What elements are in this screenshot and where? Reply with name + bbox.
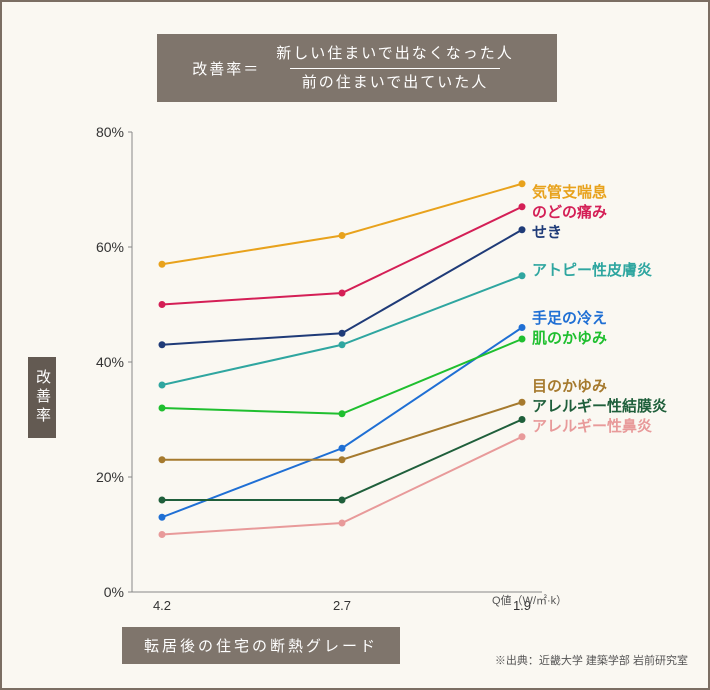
series-marker — [159, 382, 166, 389]
y-tick-label: 80% — [96, 124, 124, 140]
y-axis-label: 改善率 — [28, 357, 56, 438]
y-tick-label: 40% — [96, 354, 124, 370]
series-marker — [159, 261, 166, 268]
series-marker — [519, 399, 526, 406]
series-marker — [159, 405, 166, 412]
series-marker — [339, 341, 346, 348]
series-line — [162, 328, 522, 518]
chart-source: ※出典：近畿大学 建築学部 岩前研究室 — [495, 652, 688, 668]
legend-item: アレルギー性結膜炎 — [532, 396, 667, 417]
y-tick-label: 0% — [104, 584, 124, 600]
series-marker — [519, 226, 526, 233]
series-marker — [159, 497, 166, 504]
legend-item: せき — [532, 222, 562, 243]
series-marker — [519, 336, 526, 343]
series-marker — [519, 416, 526, 423]
legend-item: 手足の冷え — [532, 308, 607, 329]
formula-numerator: 新しい住まいで出なくなった人 — [268, 40, 522, 68]
y-tick-label: 60% — [96, 239, 124, 255]
series-line — [162, 184, 522, 265]
legend-item: アレルギー性鼻炎 — [532, 416, 652, 437]
line-chart: 0%20%40%60%80%4.22.71.9 — [82, 112, 542, 612]
series-marker — [339, 445, 346, 452]
series-marker — [339, 410, 346, 417]
series-marker — [339, 232, 346, 239]
legend-item: 肌のかゆみ — [532, 328, 607, 349]
series-marker — [519, 203, 526, 210]
series-marker — [519, 433, 526, 440]
formula-fraction: 新しい住まいで出なくなった人 前の住まいで出ていた人 — [268, 40, 522, 97]
series-marker — [159, 514, 166, 521]
legend-item: のどの痛み — [532, 202, 607, 223]
series-line — [162, 230, 522, 345]
series-marker — [159, 301, 166, 308]
series-marker — [339, 456, 346, 463]
q-unit-label: Q値（W/㎡·k） — [492, 592, 567, 608]
series-marker — [519, 180, 526, 187]
series-marker — [339, 330, 346, 337]
legend-item: 気管支喘息 — [532, 182, 607, 203]
x-tick-label: 4.2 — [153, 598, 171, 612]
legend-item: アトピー性皮膚炎 — [532, 260, 652, 281]
formula-denominator: 前の住まいで出ていた人 — [294, 69, 497, 97]
y-tick-label: 20% — [96, 469, 124, 485]
legend-item: 目のかゆみ — [532, 376, 607, 397]
x-tick-label: 2.7 — [333, 598, 351, 612]
series-marker — [339, 520, 346, 527]
formula-box: 改善率＝ 新しい住まいで出なくなった人 前の住まいで出ていた人 — [157, 34, 557, 102]
series-marker — [339, 497, 346, 504]
series-marker — [159, 456, 166, 463]
series-marker — [339, 290, 346, 297]
formula-lhs: 改善率＝ — [192, 58, 268, 79]
series-line — [162, 339, 522, 414]
series-marker — [519, 272, 526, 279]
series-marker — [519, 324, 526, 331]
x-axis-label: 転居後の住宅の断熱グレード — [122, 627, 400, 664]
series-marker — [159, 341, 166, 348]
series-marker — [159, 531, 166, 538]
chart-frame: 改善率＝ 新しい住まいで出なくなった人 前の住まいで出ていた人 改善率 0% 20… — [0, 0, 710, 690]
